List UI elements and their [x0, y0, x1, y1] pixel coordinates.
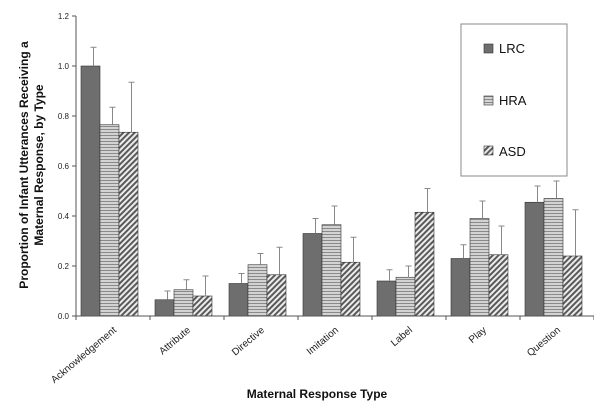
error-bar-hra-acknowledgement [109, 106, 116, 125]
bar-hra-acknowledgement [99, 124, 120, 317]
x-axis-title: Maternal Response Type [247, 387, 388, 401]
y-tick-label: 1.2 [58, 12, 70, 21]
bar-lrc-play [450, 258, 471, 317]
x-category-label: Acknowledgement [49, 325, 119, 386]
bar-asd-attribute [192, 295, 213, 317]
bar-lrc-directive [228, 283, 249, 317]
y-tick-label: 0.2 [58, 262, 70, 271]
legend-swatch-lrc [483, 43, 494, 54]
error-bar-asd-directive [276, 246, 283, 275]
bar-lrc-imitation [302, 233, 323, 317]
error-bar-hra-play [479, 200, 486, 219]
bar-hra-attribute [173, 289, 194, 317]
legend-swatch-hra [483, 95, 494, 106]
bar-asd-directive [266, 274, 287, 317]
y-axis-title-line-2: Maternal Response, by Type [32, 84, 46, 245]
error-bar-hra-directive [257, 253, 264, 265]
bar-hra-play [469, 218, 490, 317]
error-bar-lrc-play [460, 244, 467, 259]
bar-hra-question [543, 198, 564, 317]
error-bar-hra-label [405, 265, 412, 278]
error-bar-asd-imitation [350, 236, 357, 263]
x-category-label: Imitation [305, 325, 341, 358]
bar-asd-acknowledgement [118, 131, 139, 317]
legend-label-hra: HRA [499, 93, 527, 108]
legend: LRC HRA ASD [460, 23, 568, 177]
bar-asd-imitation [340, 261, 361, 317]
error-bar-asd-attribute [202, 275, 209, 296]
bar-hra-directive [247, 264, 268, 317]
x-category-label: Play [467, 325, 489, 346]
x-category-label: Attribute [157, 325, 193, 358]
bar-lrc-label [376, 280, 397, 317]
y-axis-title-line-1: Proportion of Infant Utterances Receivin… [17, 41, 31, 289]
y-tick-label: 0.4 [58, 212, 70, 221]
bar-lrc-question [524, 201, 545, 317]
y-tick-label: 1.0 [58, 62, 70, 71]
bar-hra-label [395, 276, 416, 317]
error-bar-lrc-imitation [312, 218, 319, 234]
bar-asd-label [414, 211, 435, 317]
error-bar-lrc-attribute [164, 290, 171, 300]
bars-layer [80, 65, 583, 317]
error-bar-hra-attribute [183, 279, 190, 290]
y-tick-label: 0.0 [58, 312, 70, 321]
x-category-label: Directive [230, 325, 267, 359]
x-category-label: Question [525, 325, 563, 359]
error-bar-hra-imitation [331, 205, 338, 225]
bar-hra-imitation [321, 224, 342, 317]
y-ticks: 0.0 0.2 0.4 0.6 0.8 1.0 1.2 [58, 12, 76, 321]
bar-lrc-acknowledgement [80, 65, 101, 317]
legend-label-asd: ASD [499, 144, 526, 159]
bar-lrc-attribute [154, 299, 175, 317]
x-category-label: Label [389, 325, 415, 349]
legend-label-lrc: LRC [499, 41, 525, 56]
bar-asd-question [562, 255, 583, 317]
legend-swatch-asd [483, 145, 494, 156]
error-bar-lrc-acknowledgement [90, 46, 97, 66]
error-bar-asd-acknowledgement [128, 81, 135, 133]
error-bar-asd-question [572, 209, 579, 256]
error-bar-asd-label [424, 188, 431, 213]
y-axis-title: Proportion of Infant Utterances Receivin… [17, 41, 46, 289]
y-tick-label: 0.8 [58, 112, 70, 121]
error-bar-lrc-directive [238, 273, 245, 284]
error-bar-asd-play [498, 225, 505, 255]
error-bar-lrc-label [386, 269, 393, 281]
error-bar-hra-question [553, 180, 560, 199]
x-category-labels: Acknowledgement Attribute Directive Imitati… [49, 316, 594, 386]
error-bar-lrc-question [534, 185, 541, 203]
bar-asd-play [488, 254, 509, 317]
legend-box [460, 23, 568, 177]
error-bars-layer [90, 46, 579, 300]
y-tick-label: 0.6 [58, 162, 70, 171]
